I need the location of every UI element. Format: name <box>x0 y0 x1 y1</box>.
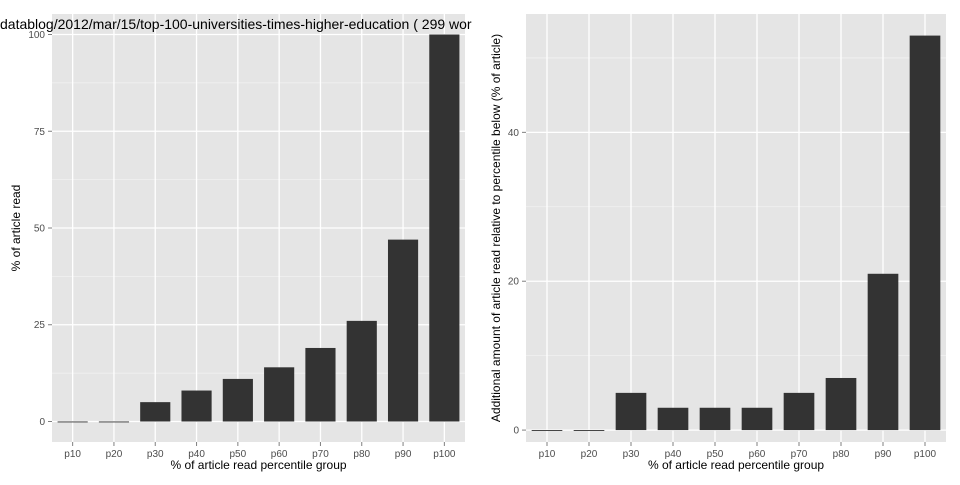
bar-p90 <box>387 239 419 422</box>
x-axis-label: % of article read percentile group <box>648 458 824 472</box>
bar-p90 <box>867 273 899 431</box>
x-tick-label: p60 <box>271 449 288 460</box>
bars <box>57 34 460 423</box>
bar-p10 <box>531 430 563 431</box>
x-tick-label: p70 <box>312 449 329 460</box>
x-tick-label: p30 <box>623 449 640 460</box>
bar-p10 <box>57 421 88 423</box>
bar-p70 <box>305 347 336 422</box>
bar-p60 <box>741 407 773 431</box>
bar-p100 <box>429 34 460 422</box>
y-tick-label: 20 <box>508 277 520 288</box>
x-tick-label: p50 <box>230 449 247 460</box>
x-tick-label: p10 <box>64 449 81 460</box>
bar-p40 <box>657 407 689 431</box>
x-tick-label: p90 <box>875 449 892 460</box>
y-axis-ticks: 0 25 50 75 100 <box>28 30 52 428</box>
bar-p20 <box>573 430 605 431</box>
y-tick-label: 0 <box>513 426 519 437</box>
bar-p80 <box>825 377 857 431</box>
bar-p20 <box>98 421 130 423</box>
x-tick-label: p40 <box>188 449 205 460</box>
bar-p50 <box>222 378 253 422</box>
x-axis-label: % of article read percentile group <box>170 458 346 472</box>
bar-p60 <box>264 367 295 422</box>
x-tick-label: p100 <box>914 449 937 460</box>
bar-p80 <box>346 320 377 422</box>
y-tick-label: 0 <box>39 417 45 428</box>
y-tick-label: 100 <box>28 30 45 41</box>
bar-p100 <box>909 35 941 431</box>
x-tick-label: p40 <box>665 449 682 460</box>
x-tick-label: p90 <box>395 449 412 460</box>
x-tick-label: p30 <box>147 449 164 460</box>
y-axis-label: % of article read <box>9 185 23 272</box>
y-axis-ticks: 0 20 40 <box>508 128 526 437</box>
chart-title: datablog/2012/mar/15/top-100-universitie… <box>0 16 472 32</box>
y-tick-label: 25 <box>34 320 46 331</box>
bar-p30 <box>615 392 647 431</box>
x-tick-label: p70 <box>791 449 808 460</box>
x-tick-label: p50 <box>707 449 724 460</box>
bar-p70 <box>783 392 815 431</box>
bar-p50 <box>699 407 731 431</box>
y-tick-label: 50 <box>34 224 46 235</box>
x-axis-ticks: p10 p20 p30 p40 p50 p60 p70 p80 p90 p100 <box>539 442 937 460</box>
x-tick-label: p80 <box>833 449 850 460</box>
y-tick-label: 75 <box>34 127 46 138</box>
bar-p40 <box>181 390 212 422</box>
chart-right: 0 20 40 p10 p20 p30 p40 p50 p60 p70 p80 p90 p100 % … <box>489 14 946 472</box>
x-tick-label: p20 <box>106 449 123 460</box>
x-axis-ticks: p10 p20 p30 p40 p50 p60 p70 p80 p90 p100 <box>64 442 456 460</box>
x-tick-label: p10 <box>539 449 556 460</box>
x-tick-label: p20 <box>581 449 598 460</box>
y-tick-label: 40 <box>508 128 520 139</box>
bars <box>531 35 941 431</box>
x-tick-label: p100 <box>433 449 456 460</box>
bar-p30 <box>140 402 171 422</box>
x-tick-label: p60 <box>749 449 766 460</box>
y-axis-label: Additional amount of article read relati… <box>489 34 503 422</box>
x-tick-label: p80 <box>353 449 370 460</box>
